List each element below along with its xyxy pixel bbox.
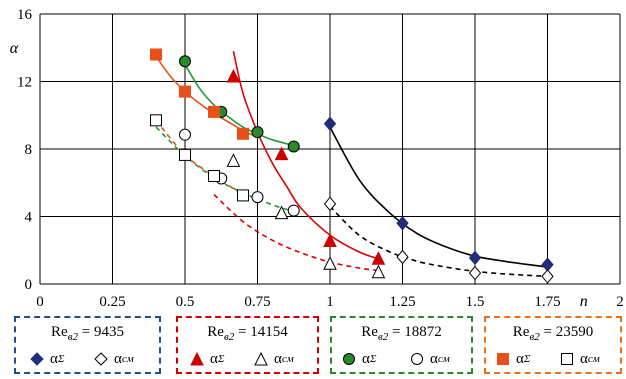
circle-open-icon (411, 353, 423, 365)
data-point-triangle (226, 68, 241, 83)
legend-item-alpha-mix: α см (560, 349, 600, 369)
square-filled-icon (497, 353, 509, 365)
axis-labels: nα (10, 40, 588, 310)
x-tick-label: 1.25 (389, 294, 415, 310)
square-open-icon (561, 353, 573, 365)
grid-lines (39, 13, 621, 285)
data-point-square (150, 48, 162, 61)
data-point-diamond (396, 249, 409, 265)
y-tick-label: 0 (25, 277, 33, 293)
data-point-triangle (274, 205, 289, 220)
legend-title: Reв2 = 18872 (361, 324, 442, 343)
fit-curve (329, 126, 548, 268)
data-point-circle (287, 140, 300, 153)
data-point-circle (179, 55, 191, 68)
x-tick-label: 1 (326, 294, 334, 310)
data-point-square (150, 114, 162, 127)
fit-curves (155, 50, 548, 278)
y-axis-label: α (10, 40, 19, 57)
data-point-circle (287, 204, 300, 217)
y-tick-label: 12 (17, 75, 32, 91)
data-point-triangle (371, 264, 386, 279)
x-tick-label: 0.25 (99, 294, 125, 310)
legend-item-alpha-mix: α см (254, 349, 294, 369)
diamond-open-icon (94, 352, 108, 366)
y-tick-label: 4 (25, 210, 33, 226)
data-point-diamond (396, 215, 409, 231)
data-point-circle (251, 191, 264, 204)
x-axis-label: n (580, 293, 588, 310)
fit-curve (232, 50, 379, 260)
data-point-square (208, 170, 220, 182)
fit-curve (155, 119, 244, 196)
data-point-triangle (323, 256, 337, 270)
triangle-filled-icon (190, 352, 204, 366)
x-tick-label: 1.75 (534, 294, 560, 310)
data-point-diamond (541, 269, 554, 284)
data-point-diamond (323, 196, 337, 212)
data-point-diamond (468, 265, 482, 281)
fit-curve (213, 194, 379, 272)
data-point-triangle (274, 146, 289, 161)
data-point-triangle (371, 251, 386, 265)
x-tick-label: 2 (616, 294, 624, 310)
x-tick-label: 0 (36, 294, 44, 310)
x-tick-label: 1.5 (466, 294, 485, 310)
legend-item-alpha-mix: α см (94, 349, 134, 369)
data-point-square (237, 127, 249, 140)
legend-title: Reв2 = 14154 (207, 324, 288, 343)
data-point-diamond (323, 116, 337, 131)
y-tick-label: 16 (17, 7, 33, 23)
x-tick-label: 0.5 (176, 294, 195, 310)
data-point-circle (179, 128, 191, 141)
fit-curve (184, 64, 295, 147)
legend-title: Reв2 = 23590 (512, 324, 594, 343)
data-point-diamond (468, 250, 482, 266)
x-tick-label: 0.75 (244, 294, 270, 310)
data-point-triangle (226, 153, 241, 167)
data-points (150, 48, 554, 284)
data-point-square (179, 85, 191, 98)
legend-title: Reв2 = 9435 (51, 324, 124, 343)
circle-filled-icon (343, 353, 355, 365)
data-point-square (237, 189, 249, 202)
y-tick-label: 8 (25, 142, 33, 158)
tick-labels: 0 0.25 0.5 0.75 1 1.25 1.5 1.75 2 0 4 8 12 16 (17, 7, 624, 310)
fit-curve (329, 205, 548, 278)
data-point-square (208, 105, 220, 118)
data-point-triangle (323, 233, 337, 247)
data-point-square (179, 148, 191, 161)
diamond-filled-icon (30, 352, 44, 366)
legend-item-alpha-mix: α см (410, 349, 450, 369)
triangle-open-icon (254, 352, 268, 366)
data-point-circle (251, 126, 264, 139)
